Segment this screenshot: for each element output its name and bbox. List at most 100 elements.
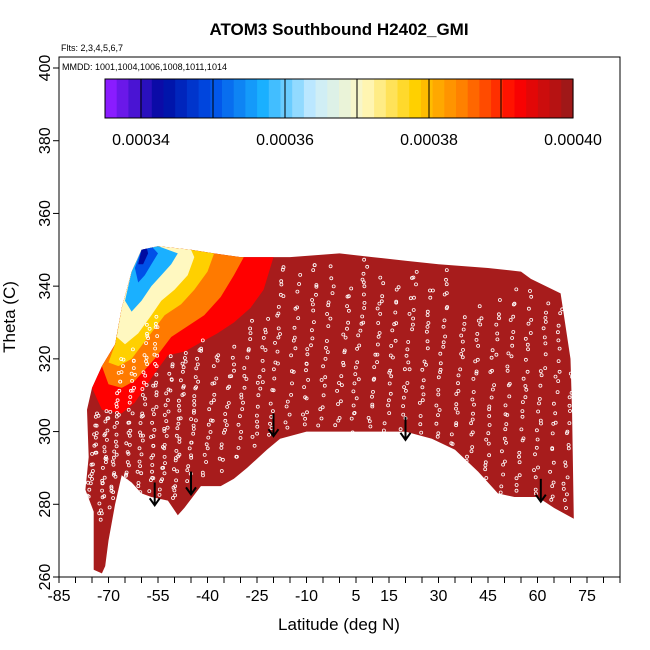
track-point bbox=[527, 306, 531, 311]
track-point bbox=[276, 304, 281, 309]
track-point bbox=[471, 411, 475, 416]
track-point bbox=[389, 374, 394, 379]
track-point bbox=[223, 412, 228, 416]
track-point bbox=[424, 329, 429, 334]
arrow-head bbox=[267, 428, 280, 438]
track-point bbox=[546, 301, 551, 306]
track-point bbox=[100, 478, 105, 483]
track-point bbox=[538, 383, 543, 388]
track-point bbox=[200, 470, 205, 475]
track-point bbox=[370, 394, 374, 399]
track-point bbox=[529, 317, 534, 322]
track-point bbox=[486, 431, 491, 436]
track-point bbox=[319, 416, 324, 421]
track-point bbox=[361, 320, 366, 325]
track-point bbox=[404, 353, 409, 358]
track-point bbox=[389, 343, 394, 348]
track-point bbox=[330, 291, 335, 296]
track-point bbox=[356, 377, 361, 382]
track-point bbox=[377, 301, 382, 306]
colorbar-cell bbox=[210, 79, 223, 118]
track-point bbox=[168, 388, 173, 393]
track-point bbox=[138, 490, 143, 495]
track-point bbox=[561, 481, 566, 486]
track-point bbox=[553, 420, 558, 425]
track-point bbox=[217, 456, 222, 461]
track-point bbox=[289, 392, 294, 397]
heatmap-field bbox=[85, 246, 574, 574]
y-tick-label: 340 bbox=[37, 273, 54, 300]
track-point bbox=[454, 402, 459, 407]
track-point bbox=[105, 437, 109, 442]
track-point bbox=[154, 405, 159, 409]
track-point bbox=[136, 490, 140, 495]
x-tick-label: 15 bbox=[380, 588, 398, 605]
track-point bbox=[474, 337, 479, 342]
track-point bbox=[490, 348, 495, 353]
track-point bbox=[255, 380, 260, 385]
flight-track-points bbox=[85, 257, 576, 522]
colorbar-cell bbox=[491, 79, 504, 118]
track-point bbox=[414, 269, 419, 274]
track-point bbox=[563, 460, 568, 465]
track-point bbox=[511, 314, 516, 319]
track-point bbox=[310, 302, 315, 307]
track-point bbox=[388, 368, 393, 373]
track-point bbox=[268, 401, 273, 406]
track-point bbox=[258, 386, 263, 391]
track-point bbox=[441, 324, 446, 329]
colorbar-cell bbox=[561, 79, 574, 118]
track-point bbox=[189, 440, 194, 445]
track-point bbox=[177, 408, 182, 413]
track-point bbox=[166, 387, 171, 392]
track-point bbox=[183, 359, 188, 364]
track-point bbox=[161, 465, 166, 470]
track-point bbox=[285, 425, 290, 430]
track-point bbox=[337, 416, 342, 420]
track-point bbox=[454, 423, 459, 428]
track-point bbox=[292, 335, 297, 340]
track-point bbox=[401, 404, 406, 409]
track-point bbox=[469, 421, 474, 426]
track-point bbox=[292, 325, 297, 330]
colorbar-cell bbox=[385, 79, 399, 118]
track-point bbox=[130, 347, 135, 352]
track-point bbox=[115, 420, 119, 425]
track-point bbox=[312, 263, 317, 268]
track-point bbox=[551, 480, 556, 485]
track-point bbox=[150, 469, 154, 474]
track-point bbox=[402, 367, 407, 372]
track-point bbox=[214, 376, 219, 381]
track-point bbox=[245, 355, 250, 360]
track-point bbox=[143, 402, 148, 407]
track-point bbox=[238, 436, 243, 440]
track-point bbox=[454, 392, 459, 396]
track-point bbox=[405, 347, 410, 352]
track-point bbox=[370, 402, 375, 407]
track-point bbox=[361, 292, 366, 297]
track-point bbox=[449, 441, 454, 446]
track-point bbox=[103, 419, 108, 424]
track-point bbox=[509, 354, 514, 359]
track-point bbox=[565, 429, 570, 434]
flights-note: Flts: 2,3,4,5,6,7 bbox=[61, 43, 123, 53]
track-point bbox=[242, 374, 247, 378]
track-point bbox=[205, 446, 210, 451]
track-point bbox=[495, 331, 500, 336]
track-point bbox=[263, 327, 268, 332]
track-point bbox=[150, 420, 155, 425]
track-point bbox=[338, 399, 343, 404]
track-point bbox=[131, 358, 136, 363]
track-point bbox=[479, 316, 484, 321]
track-point bbox=[471, 390, 476, 394]
track-point bbox=[462, 315, 467, 320]
track-point bbox=[127, 442, 132, 447]
colorbar-cell bbox=[537, 79, 551, 118]
track-point bbox=[370, 404, 375, 409]
track-point bbox=[556, 330, 560, 335]
track-point bbox=[536, 465, 540, 470]
colorbar-cell bbox=[502, 79, 516, 118]
track-point bbox=[254, 413, 259, 418]
track-point bbox=[309, 328, 314, 333]
track-point bbox=[425, 309, 430, 314]
